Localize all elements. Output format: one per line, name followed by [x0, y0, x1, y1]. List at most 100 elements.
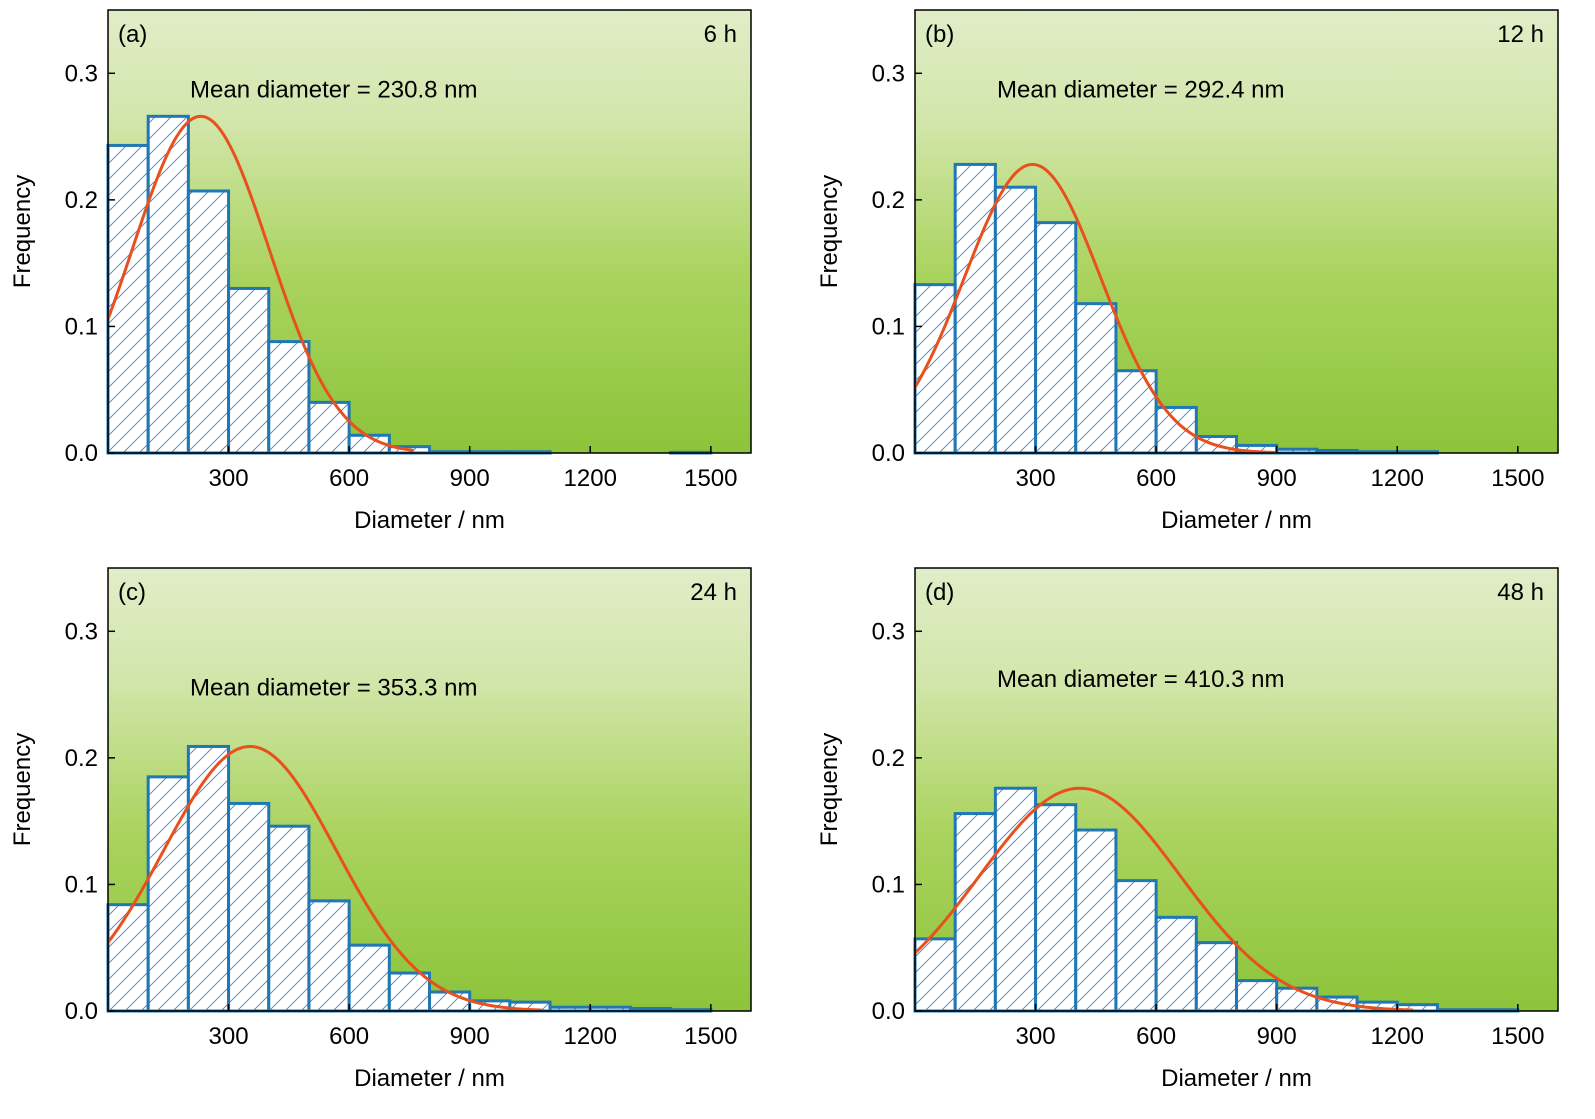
x-tick-label: 900: [450, 1023, 490, 1050]
x-tick-label: 1500: [1491, 1023, 1544, 1050]
plot-frame: [914, 567, 1559, 1012]
mean-diameter-annotation: Mean diameter = 353.3 nm: [190, 675, 478, 702]
y-tick-label: 0.1: [872, 871, 905, 898]
time-label: 48 h: [1497, 579, 1544, 606]
x-axis-label: Diameter / nm: [354, 507, 505, 534]
plot-frame: [107, 9, 752, 454]
histogram-bar: [993, 786, 1038, 1013]
histogram-bar: [1154, 405, 1198, 455]
histogram-bar: [186, 744, 231, 1013]
y-tick-label: 0.2: [65, 745, 98, 772]
mean-diameter-annotation: Mean diameter = 230.8 nm: [190, 77, 478, 104]
x-axis-label: Diameter / nm: [1161, 507, 1312, 534]
y-tick-label: 0.0: [872, 440, 905, 467]
x-tick-label: 1200: [564, 465, 617, 492]
histogram-bar: [106, 903, 150, 1013]
histogram-bar: [1114, 879, 1158, 1013]
x-tick-label: 900: [450, 465, 490, 492]
time-label: 12 h: [1497, 21, 1544, 48]
histogram-bar: [428, 990, 472, 1013]
y-tick-label: 0.0: [65, 998, 98, 1025]
histogram-bar: [227, 801, 271, 1013]
time-label: 6 h: [704, 21, 737, 48]
panel-label: (b): [925, 21, 954, 48]
x-tick-label: 1500: [684, 465, 737, 492]
x-tick-label: 300: [209, 465, 249, 492]
histogram-bar: [953, 812, 997, 1013]
histogram-bar: [1194, 941, 1238, 1013]
histogram-bars: [913, 786, 1520, 1013]
y-tick-label: 0.1: [65, 871, 98, 898]
panel-label: (d): [925, 579, 954, 606]
panel-c: 0.0 0.1 0.2 0.3 300 600 900 1200 1500 Diameter / …: [9, 567, 752, 1092]
panel-label: (c): [118, 579, 146, 606]
histogram-bar: [227, 286, 271, 455]
histogram-bar: [307, 899, 351, 1013]
histogram-bar: [347, 943, 391, 1013]
plot-frame: [107, 567, 752, 1012]
histogram-bar: [267, 824, 311, 1013]
gaussian-fit-curve: [106, 744, 543, 1012]
histogram-bar: [1235, 979, 1279, 1013]
panel-b: 0.0 0.1 0.2 0.3 300 600 900 1200 1500 Diameter / …: [816, 9, 1559, 534]
x-tick-label: 300: [1016, 1023, 1056, 1050]
y-tick-label: 0.3: [65, 618, 98, 645]
histogram-bar: [1154, 915, 1198, 1013]
y-tick-label: 0.3: [872, 618, 905, 645]
x-axis-label: Diameter / nm: [354, 1065, 505, 1092]
x-tick-label: 600: [329, 465, 369, 492]
gaussian-fit-curve: [913, 786, 1414, 1012]
y-tick-label: 0.3: [65, 60, 98, 87]
x-tick-label: 600: [1136, 465, 1176, 492]
y-axis-label: Frequency: [816, 733, 843, 846]
x-tick-label: 1200: [1371, 465, 1424, 492]
histogram-bar: [953, 162, 997, 455]
gaussian-fit-curve: [913, 162, 1277, 455]
plot-frame: [914, 9, 1559, 454]
x-tick-label: 1500: [684, 1023, 737, 1050]
x-tick-label: 900: [1257, 465, 1297, 492]
x-tick-label: 1200: [564, 1023, 617, 1050]
x-tick-label: 300: [1016, 465, 1056, 492]
histogram-bar: [387, 971, 431, 1013]
histogram-bar: [1114, 369, 1158, 455]
y-tick-label: 0.0: [872, 998, 905, 1025]
x-tick-label: 1200: [1371, 1023, 1424, 1050]
panel-d: 0.0 0.1 0.2 0.3 300 600 900 1200 1500 Diameter / …: [816, 567, 1559, 1092]
y-tick-label: 0.2: [872, 187, 905, 214]
y-axis-label: Frequency: [9, 733, 36, 846]
x-tick-label: 600: [329, 1023, 369, 1050]
y-tick-label: 0.2: [872, 745, 905, 772]
histogram-bar: [1074, 828, 1118, 1013]
gaussian-fit-curve: [106, 114, 414, 452]
histogram-bar: [1074, 302, 1118, 455]
histogram-bar: [267, 340, 311, 455]
x-tick-label: 1500: [1491, 465, 1544, 492]
histogram-bar: [1275, 986, 1319, 1013]
y-tick-label: 0.0: [65, 440, 98, 467]
x-axis-label: Diameter / nm: [1161, 1065, 1312, 1092]
x-tick-label: 900: [1257, 1023, 1297, 1050]
histogram-bar: [913, 937, 957, 1013]
histogram-bar: [1034, 803, 1078, 1013]
histogram-bar: [307, 400, 351, 455]
histogram-bars: [913, 162, 1439, 455]
panel-a: 0.0 0.1 0.2 0.3 300 600 900 1200 1500 Diameter / …: [9, 9, 752, 534]
y-axis-label: Frequency: [816, 175, 843, 288]
histogram-bar: [146, 114, 190, 455]
y-tick-label: 0.3: [872, 60, 905, 87]
x-tick-label: 600: [1136, 1023, 1176, 1050]
y-axis-label: Frequency: [9, 175, 36, 288]
y-tick-label: 0.1: [65, 313, 98, 340]
time-label: 24 h: [690, 579, 737, 606]
mean-diameter-annotation: Mean diameter = 410.3 nm: [997, 666, 1285, 693]
mean-diameter-annotation: Mean diameter = 292.4 nm: [997, 77, 1285, 104]
histogram-bar: [186, 189, 231, 455]
histogram-bar: [1034, 221, 1078, 455]
y-tick-label: 0.2: [65, 187, 98, 214]
x-tick-label: 300: [209, 1023, 249, 1050]
histogram-bar: [146, 775, 190, 1013]
histogram-bar: [993, 185, 1038, 455]
